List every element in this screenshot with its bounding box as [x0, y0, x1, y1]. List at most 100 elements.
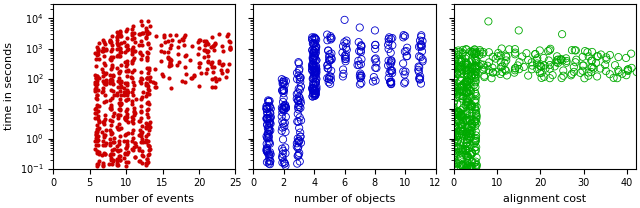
Point — [209, 77, 220, 80]
Point — [452, 90, 462, 93]
Point — [264, 128, 275, 132]
Point — [209, 66, 220, 69]
Point — [122, 108, 132, 111]
Point — [457, 122, 467, 126]
Point — [224, 62, 234, 66]
Point — [450, 152, 460, 155]
Point — [416, 82, 426, 85]
Point — [466, 70, 476, 73]
Point — [90, 112, 100, 115]
Point — [90, 137, 100, 140]
Point — [150, 86, 160, 89]
Point — [308, 57, 318, 60]
Point — [458, 51, 468, 54]
Point — [107, 35, 117, 38]
Point — [127, 80, 138, 83]
Point — [262, 123, 273, 127]
Point — [570, 49, 580, 52]
Point — [483, 64, 493, 67]
Point — [456, 148, 467, 151]
Point — [201, 72, 211, 75]
Point — [141, 26, 151, 30]
Point — [262, 142, 272, 146]
Point — [92, 53, 102, 56]
Point — [470, 65, 481, 68]
Point — [131, 145, 141, 148]
Point — [311, 51, 321, 54]
Point — [108, 162, 118, 166]
Point — [262, 116, 273, 120]
Point — [458, 52, 468, 56]
Point — [115, 134, 125, 137]
Point — [341, 42, 351, 45]
Point — [457, 118, 467, 121]
Point — [470, 79, 481, 82]
Point — [115, 101, 125, 104]
Point — [547, 73, 557, 77]
Point — [145, 121, 155, 124]
Point — [461, 159, 472, 162]
Point — [115, 103, 125, 106]
Point — [211, 79, 221, 82]
Point — [115, 85, 125, 89]
Point — [127, 61, 137, 64]
Point — [129, 57, 139, 60]
Point — [470, 124, 481, 128]
Point — [264, 117, 275, 121]
Point — [100, 144, 110, 147]
Point — [265, 121, 275, 124]
Point — [145, 25, 156, 28]
Point — [134, 52, 145, 55]
Point — [467, 74, 477, 77]
Point — [463, 68, 473, 72]
Point — [134, 43, 144, 47]
Point — [100, 63, 110, 67]
Point — [340, 60, 351, 63]
Point — [128, 129, 138, 132]
Point — [470, 92, 481, 95]
Point — [486, 77, 497, 80]
Point — [463, 134, 473, 138]
Point — [456, 158, 467, 162]
Point — [295, 106, 305, 110]
Point — [202, 41, 212, 45]
Point — [470, 62, 481, 65]
Point — [224, 40, 234, 43]
Point — [600, 63, 611, 67]
Point — [552, 55, 562, 58]
Point — [387, 69, 397, 72]
Point — [145, 76, 155, 79]
Point — [461, 132, 472, 135]
Point — [280, 130, 291, 134]
Point — [457, 132, 467, 135]
Point — [310, 45, 321, 48]
Point — [141, 125, 151, 128]
Point — [462, 138, 472, 141]
Point — [470, 149, 481, 152]
Point — [472, 163, 482, 166]
Point — [92, 80, 102, 83]
Point — [557, 59, 568, 62]
Point — [265, 105, 275, 109]
Point — [458, 141, 468, 144]
Point — [120, 115, 131, 119]
Point — [309, 76, 319, 79]
Point — [385, 72, 395, 75]
Point — [134, 119, 144, 123]
Point — [323, 39, 333, 42]
Point — [310, 71, 321, 74]
Point — [463, 85, 473, 88]
Point — [201, 41, 211, 44]
Point — [136, 133, 147, 136]
Point — [458, 82, 468, 85]
Point — [579, 64, 589, 67]
Point — [570, 61, 580, 64]
Point — [93, 162, 104, 166]
Point — [466, 154, 476, 157]
Point — [121, 65, 131, 68]
Point — [105, 80, 115, 83]
Point — [308, 77, 318, 80]
Point — [92, 76, 102, 80]
Point — [127, 90, 137, 94]
Point — [582, 51, 593, 54]
